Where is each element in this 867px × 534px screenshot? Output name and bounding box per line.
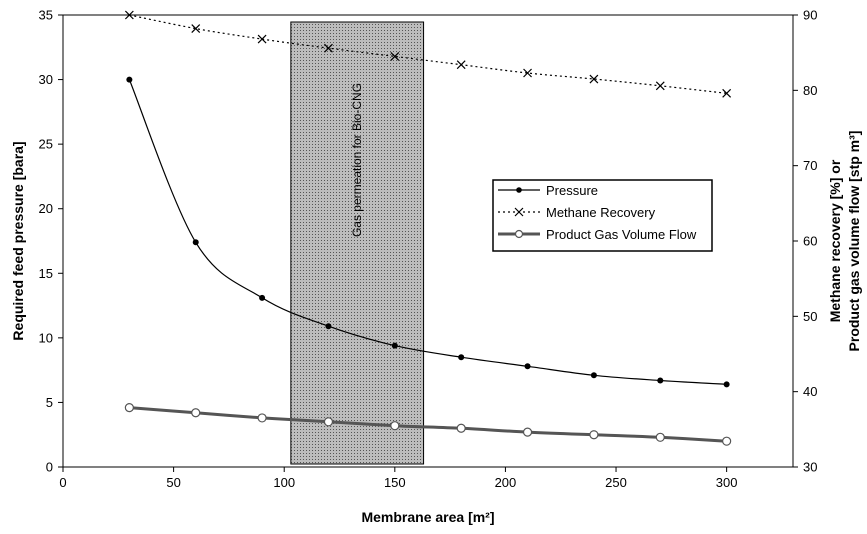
x-tick-label: 50 — [166, 475, 180, 490]
legend: Pressure Methane Recovery Product Gas Vo… — [492, 179, 713, 252]
series-line — [128, 79, 727, 385]
x-tick-label: 250 — [605, 475, 627, 490]
right-y-axis-title-line1: Methane recovery [%] or — [827, 159, 843, 322]
legend-methane-marker — [514, 207, 524, 217]
left-y-tick-label: 20 — [39, 201, 53, 216]
data-point — [191, 408, 201, 418]
data-point — [523, 68, 532, 78]
data-point — [589, 430, 599, 440]
left-y-tick-label: 10 — [39, 330, 53, 345]
right-y-tick-label: 40 — [803, 384, 817, 399]
x-tick-label: 300 — [716, 475, 738, 490]
right-y-tick-label: 90 — [803, 8, 817, 23]
x-tick-label: 150 — [384, 475, 406, 490]
data-point — [456, 423, 466, 433]
data-point — [191, 24, 201, 33]
data-point — [390, 52, 400, 61]
data-point — [325, 323, 332, 330]
data-point — [124, 10, 134, 20]
data-point — [323, 417, 334, 427]
series-2 — [124, 402, 732, 446]
data-point — [192, 239, 199, 246]
right-y-axis-title-line2: Product gas volume flow [stp m³] — [846, 131, 862, 352]
data-point — [723, 381, 730, 388]
legend-box — [492, 179, 713, 252]
data-point — [257, 413, 267, 423]
left-y-tick-label: 0 — [46, 460, 53, 475]
series-line — [129, 406, 727, 443]
data-point — [126, 76, 133, 83]
left-y-tick-label: 5 — [46, 395, 53, 410]
data-point — [259, 294, 266, 301]
data-point — [657, 377, 664, 384]
data-point — [590, 372, 597, 379]
shaded-region-layer: Gas permeation for Bio-CNG — [290, 21, 425, 465]
data-point — [722, 436, 732, 446]
legend-pressure-marker — [516, 187, 522, 193]
shaded-region-label: Gas permeation for Bio-CNG — [350, 83, 364, 237]
data-point — [456, 60, 466, 70]
data-point — [124, 402, 134, 413]
legend-flow-label: Product Gas Volume Flow — [546, 227, 697, 242]
data-point — [722, 88, 732, 98]
legend-pressure-label: Pressure — [546, 183, 598, 198]
data-point — [458, 354, 465, 361]
series-0 — [126, 76, 730, 388]
right-y-tick-label: 30 — [803, 460, 817, 475]
right-y-tick-label: 50 — [803, 309, 817, 324]
x-tick-label: 100 — [273, 475, 295, 490]
left-y-tick-label: 15 — [39, 266, 53, 281]
data-point — [524, 363, 531, 370]
data-point — [390, 421, 400, 431]
data-point — [391, 342, 398, 349]
series-line — [129, 14, 727, 94]
series-1 — [124, 10, 732, 98]
x-tick-label: 200 — [495, 475, 517, 490]
left-y-axis-title: Required feed pressure [bara] — [10, 141, 26, 340]
data-point — [589, 74, 599, 84]
series-layer — [124, 10, 732, 446]
right-y-tick-label: 70 — [803, 158, 817, 173]
data-point — [257, 34, 267, 44]
left-y-tick-label: 30 — [39, 72, 53, 87]
left-y-tick-label: 25 — [39, 137, 53, 152]
data-point — [522, 427, 533, 437]
right-y-tick-label: 60 — [803, 234, 817, 249]
shaded-region — [290, 21, 425, 465]
right-y-tick-label: 80 — [803, 83, 817, 98]
x-tick-label: 0 — [59, 475, 66, 490]
data-point — [324, 43, 333, 53]
legend-flow-marker — [514, 229, 524, 239]
ticks-layer: 0 50 100 150 200 250 300 0 5 10 15 20 25 30 35 30 40 50 60… — [39, 8, 818, 491]
x-axis-title: Membrane area [m²] — [361, 509, 494, 525]
data-point — [655, 432, 665, 442]
data-point — [655, 81, 665, 91]
legend-methane-label: Methane Recovery — [546, 205, 656, 220]
left-y-tick-label: 35 — [39, 8, 53, 23]
